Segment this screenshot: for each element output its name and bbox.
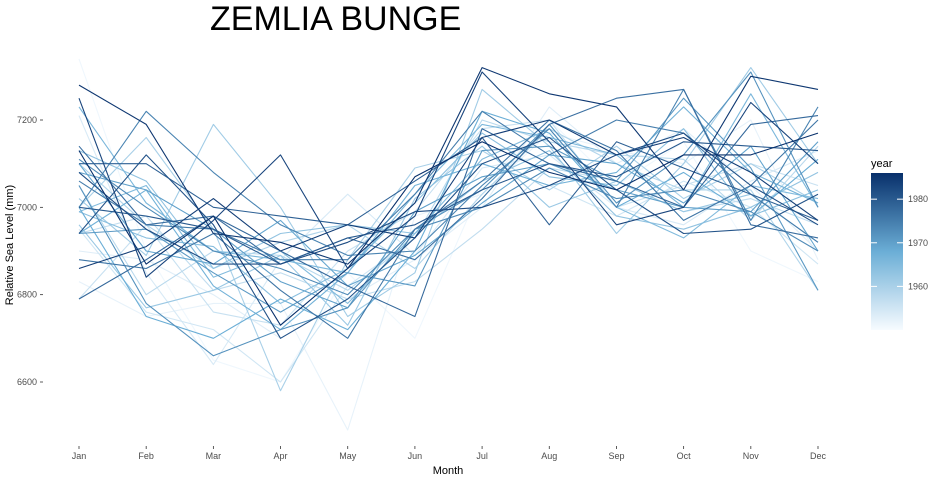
x-tick-label: Nov: [743, 451, 760, 461]
series-line-1981: [78, 136, 819, 339]
series-line-1970: [78, 141, 819, 309]
series-line-1978: [78, 115, 819, 318]
legend-tick-label: 1970: [908, 238, 928, 248]
legend-colorbar: [871, 173, 903, 330]
x-tick-label: Sep: [608, 451, 624, 461]
series-line-1986: [78, 132, 819, 326]
legend-ticks: 1960 1970 1980: [871, 194, 928, 291]
series-lines: [78, 58, 819, 431]
x-tick-label: Dec: [810, 451, 827, 461]
x-axis: Jan Feb Mar Apr May Jun Jul Aug Sep Oct Nov Dec: [72, 446, 827, 461]
y-tick-label: 6600: [17, 377, 37, 387]
y-tick-label: 7200: [17, 115, 37, 125]
series-line-1953: [78, 106, 819, 339]
legend-title: year: [871, 158, 893, 170]
x-tick-label: Jan: [72, 451, 87, 461]
series-line-1976: [78, 119, 819, 339]
x-tick-label: Jul: [476, 451, 488, 461]
x-tick-label: Feb: [138, 451, 154, 461]
series-line-1982: [78, 132, 819, 265]
series-line-1985: [78, 67, 819, 265]
series-line-1956: [78, 119, 819, 326]
y-axis-title: Relative Sea Level (mm): [4, 185, 16, 305]
year-legend: year 1960 1970 1980: [871, 158, 928, 330]
x-axis-title: Month: [433, 465, 464, 477]
series-line-1957: [78, 167, 819, 300]
x-tick-label: Jun: [408, 451, 423, 461]
series-line-1967: [78, 106, 819, 331]
series-line-1968: [78, 110, 819, 339]
series-line-1977: [78, 88, 819, 265]
x-tick-label: May: [339, 451, 357, 461]
y-tick-label: 6800: [17, 290, 37, 300]
y-axis: 6600 6800 7000 7200: [17, 115, 43, 387]
series-line-1962: [78, 145, 819, 326]
x-tick-label: Aug: [541, 451, 557, 461]
series-line-1951: [78, 58, 819, 383]
series-line-1983: [78, 71, 819, 278]
x-tick-label: Oct: [677, 451, 692, 461]
series-line-1954: [78, 115, 819, 366]
y-tick-label: 7000: [17, 202, 37, 212]
x-tick-label: Mar: [206, 451, 222, 461]
series-line-1984: [78, 119, 819, 270]
legend-tick-label: 1960: [908, 281, 928, 291]
x-tick-label: Apr: [274, 451, 288, 461]
chart-title: ZEMLIA BUNGE: [210, 0, 461, 38]
series-line-1972: [78, 71, 819, 357]
series-line-1980: [78, 141, 819, 265]
legend-tick-label: 1980: [908, 194, 928, 204]
